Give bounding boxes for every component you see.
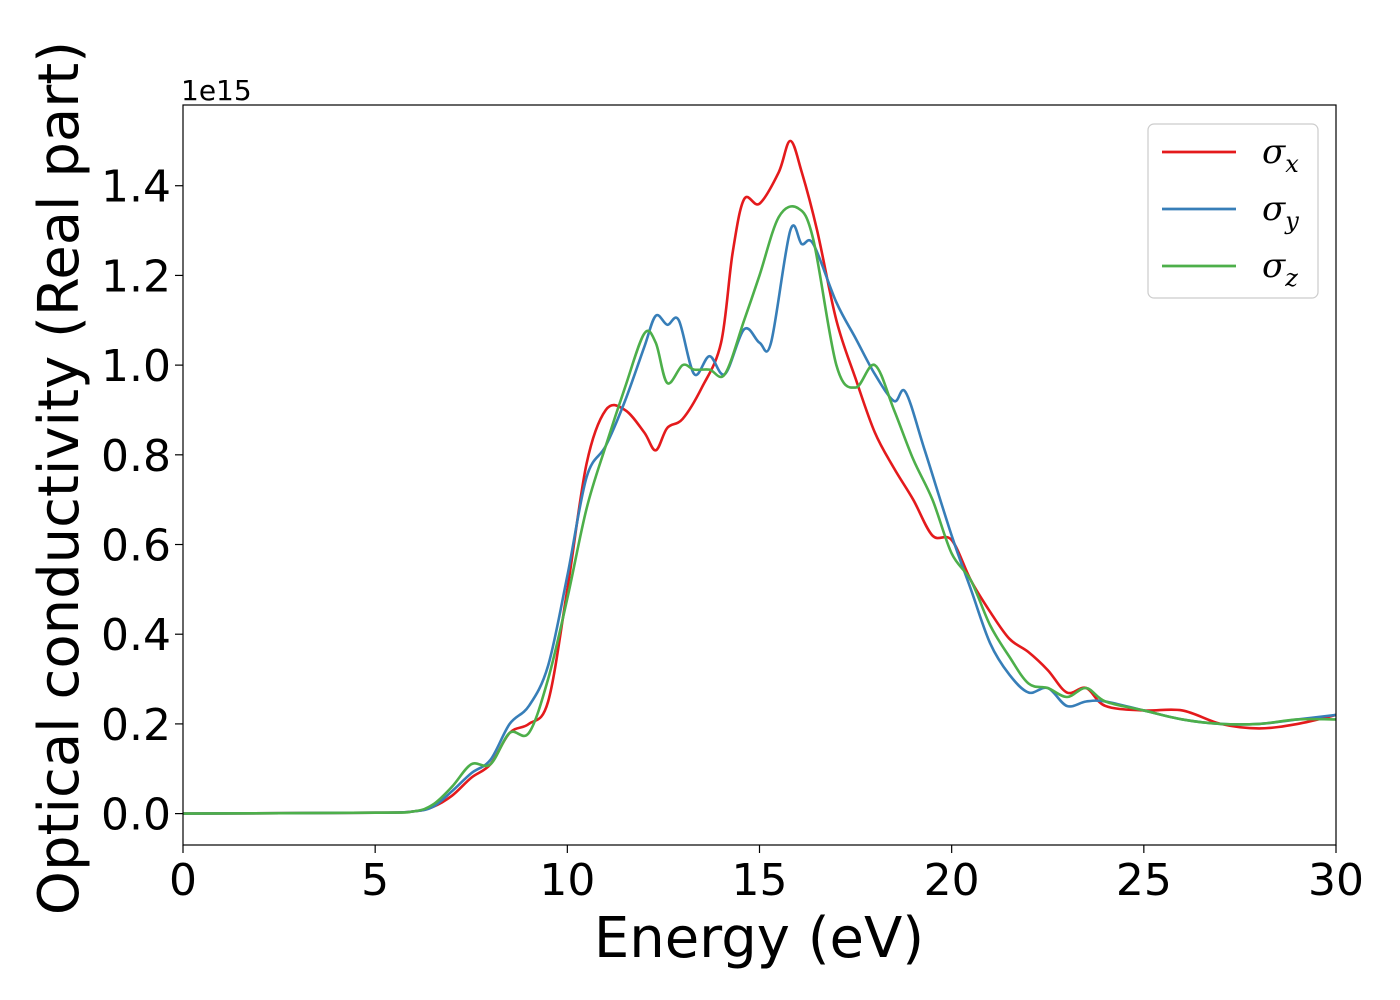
y-offset-label: 1e15	[181, 74, 252, 107]
x-tick-label: 25	[1116, 855, 1172, 906]
y-tick-label: 1.0	[101, 341, 171, 392]
legend-label-y: σy	[1262, 189, 1299, 235]
y-tick-label: 0.4	[101, 610, 171, 661]
legend-subscript: x	[1285, 150, 1299, 178]
x-tick-label: 5	[361, 855, 389, 906]
x-tick-label: 20	[924, 855, 980, 906]
x-tick-label: 15	[732, 855, 788, 906]
legend-box	[1147, 123, 1319, 299]
series-layer	[182, 139, 1337, 815]
series-line-y	[182, 224, 1337, 815]
ticks-layer: 0 5 10 15 20 25 30 0.0 0.2 0.4 0.6 0.8 1.0 1.2 1.4	[101, 162, 1364, 906]
x-tick-label: 10	[539, 855, 595, 906]
legend-symbol: σ	[1262, 132, 1286, 172]
legend-subscript: y	[1284, 207, 1299, 235]
y-tick-label: 0.0	[101, 790, 171, 841]
legend-subscript: z	[1284, 264, 1298, 292]
series-line-x	[182, 139, 1337, 815]
y-tick-label: 0.2	[101, 700, 171, 751]
y-tick-label: 1.4	[101, 162, 171, 213]
legend-symbol: σ	[1262, 246, 1286, 286]
x-tick-label: 0	[169, 855, 197, 906]
y-axis-title: Optical conductivity (Real part)	[27, 41, 92, 915]
y-tick-label: 0.8	[101, 431, 171, 482]
legend-label-z: σz	[1262, 246, 1298, 292]
series-line-z	[182, 205, 1337, 815]
x-tick-label: 30	[1308, 855, 1364, 906]
legend-symbol: σ	[1262, 189, 1286, 229]
plot-area	[183, 105, 1336, 845]
y-tick-label: 1.2	[101, 251, 171, 302]
y-tick-label: 0.6	[101, 521, 171, 572]
x-axis-title: Energy (eV)	[594, 906, 924, 971]
legend-label-x: σx	[1262, 132, 1299, 178]
